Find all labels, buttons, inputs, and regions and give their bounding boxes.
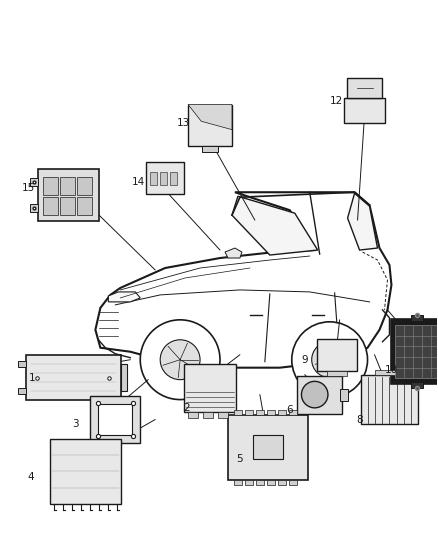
Bar	[218, 411, 228, 417]
Text: 10: 10	[385, 365, 398, 375]
Bar	[396, 325, 438, 378]
Bar	[26, 355, 121, 400]
Bar	[256, 410, 264, 415]
Circle shape	[312, 342, 348, 378]
Bar	[256, 480, 264, 485]
Bar	[170, 172, 177, 184]
Polygon shape	[232, 196, 318, 255]
Bar	[188, 411, 198, 417]
Polygon shape	[108, 292, 140, 302]
Bar	[160, 172, 167, 184]
Bar	[374, 370, 404, 375]
Circle shape	[301, 381, 328, 408]
Bar	[203, 411, 213, 417]
Bar	[289, 410, 297, 415]
Bar	[90, 395, 140, 443]
Bar	[202, 147, 218, 152]
Polygon shape	[348, 193, 378, 250]
Text: 14: 14	[132, 177, 145, 187]
Polygon shape	[188, 104, 232, 130]
Bar	[18, 361, 26, 367]
Bar	[99, 403, 132, 435]
Bar	[77, 177, 92, 195]
Bar	[30, 178, 38, 186]
Bar	[121, 364, 127, 391]
Bar	[297, 376, 342, 414]
Bar	[245, 480, 253, 485]
Bar	[289, 480, 297, 485]
Bar	[327, 370, 346, 376]
Bar	[150, 172, 157, 184]
Text: 4: 4	[27, 472, 34, 482]
Text: 13: 13	[177, 118, 190, 128]
Bar	[228, 415, 308, 480]
Circle shape	[292, 322, 367, 398]
Bar	[360, 375, 418, 424]
Bar	[77, 197, 92, 215]
Bar	[146, 163, 184, 194]
Bar	[245, 410, 253, 415]
Bar	[234, 410, 242, 415]
Circle shape	[140, 320, 220, 400]
Bar	[60, 197, 75, 215]
Bar	[42, 177, 58, 195]
Bar	[253, 435, 283, 459]
Bar	[188, 104, 232, 147]
Bar	[42, 197, 58, 215]
Bar	[49, 439, 121, 504]
Circle shape	[160, 340, 200, 379]
Polygon shape	[95, 192, 392, 368]
Bar	[392, 319, 438, 384]
Bar	[184, 364, 236, 411]
Bar	[317, 339, 357, 370]
Text: 6: 6	[286, 405, 293, 415]
Bar	[343, 98, 385, 123]
Text: 12: 12	[330, 95, 343, 106]
Bar	[411, 316, 424, 321]
Bar	[278, 410, 286, 415]
Text: 2: 2	[183, 402, 189, 413]
Text: 1: 1	[29, 373, 36, 383]
Bar	[30, 204, 38, 212]
Text: 15: 15	[22, 183, 35, 193]
Bar	[346, 78, 382, 98]
Bar	[60, 177, 75, 195]
Text: 8: 8	[356, 415, 363, 424]
Bar	[18, 388, 26, 394]
Bar	[278, 480, 286, 485]
Text: 5: 5	[237, 455, 243, 464]
Text: 9: 9	[301, 354, 308, 365]
Bar	[267, 410, 275, 415]
Polygon shape	[225, 248, 242, 258]
Bar	[38, 169, 99, 221]
Bar	[411, 382, 424, 388]
Bar	[234, 480, 242, 485]
Bar	[267, 480, 275, 485]
Text: 3: 3	[72, 419, 79, 430]
Bar	[340, 389, 348, 401]
